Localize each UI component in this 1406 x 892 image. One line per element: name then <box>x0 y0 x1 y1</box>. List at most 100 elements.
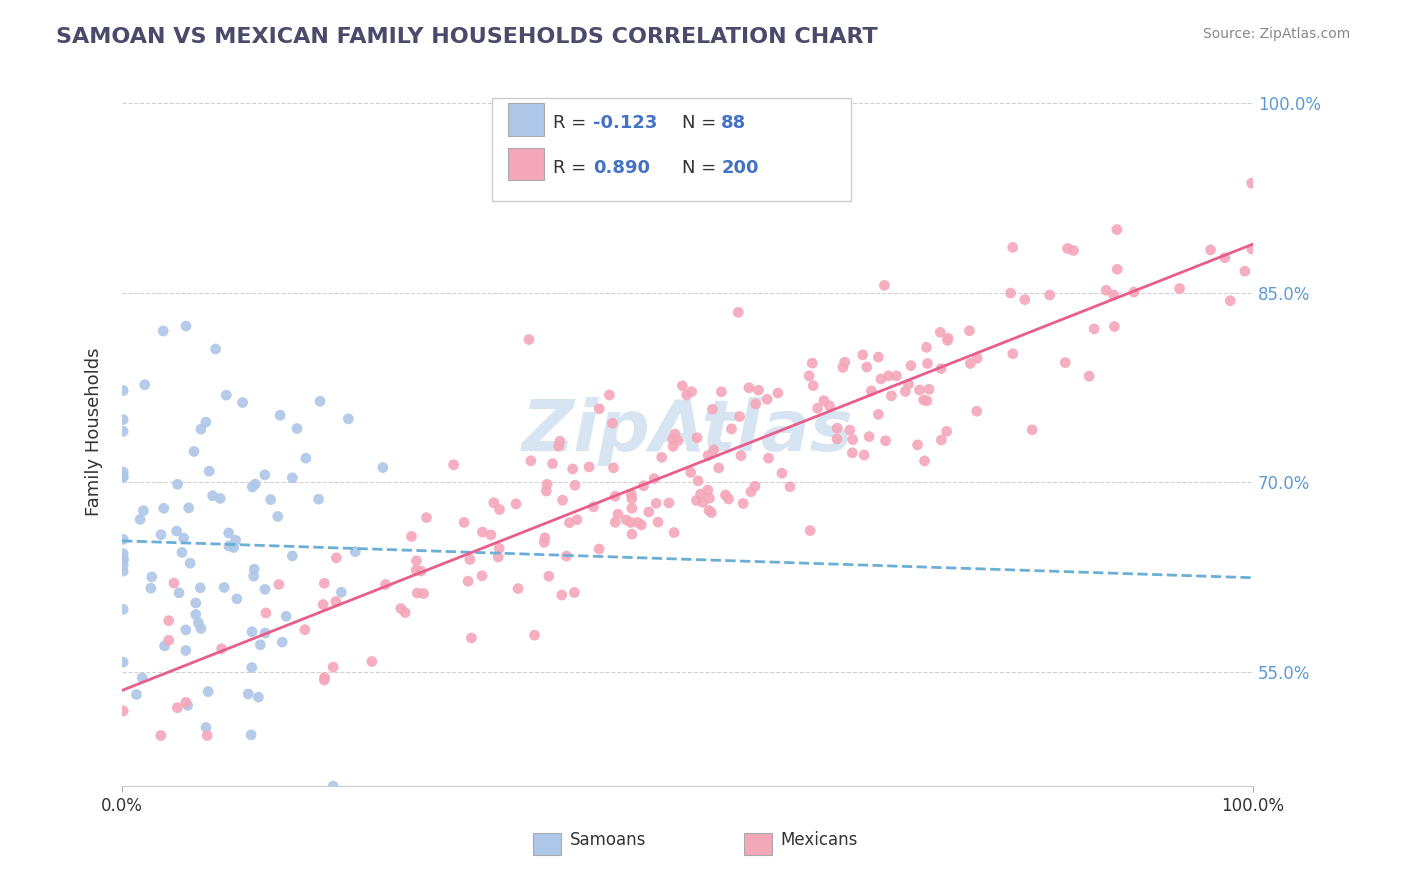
Point <box>360 655 382 669</box>
Point <box>112 547 135 561</box>
Point <box>880 389 903 403</box>
Point <box>692 495 714 509</box>
Point <box>853 448 876 462</box>
Point <box>565 513 588 527</box>
Point <box>686 474 709 488</box>
Point <box>179 556 201 570</box>
Point <box>561 462 583 476</box>
Point <box>269 409 291 423</box>
Point <box>651 450 673 465</box>
Point <box>174 318 197 333</box>
Point <box>908 383 931 397</box>
Point <box>184 596 207 610</box>
Point <box>197 684 219 698</box>
Point <box>825 432 848 446</box>
Point <box>394 606 416 620</box>
Point <box>832 360 855 375</box>
Point <box>702 402 724 417</box>
Point <box>460 631 482 645</box>
Point <box>620 527 643 541</box>
Text: Mexicans: Mexicans <box>780 831 858 849</box>
Point <box>506 582 529 596</box>
Text: Samoans: Samoans <box>569 831 645 849</box>
Point <box>157 633 180 648</box>
Point <box>112 533 135 547</box>
Point <box>966 404 988 418</box>
Point <box>174 643 197 657</box>
Point <box>551 493 574 508</box>
Point <box>818 399 841 413</box>
Point <box>1213 251 1236 265</box>
Point <box>699 491 721 505</box>
Point <box>112 424 135 438</box>
Point <box>758 451 780 466</box>
Point <box>412 586 434 600</box>
Point <box>620 516 643 530</box>
Point <box>547 439 569 453</box>
Point <box>806 401 828 416</box>
Point <box>409 564 432 578</box>
Point <box>717 491 740 506</box>
Point <box>112 465 135 479</box>
Point <box>112 412 135 426</box>
Point <box>322 779 344 793</box>
Point <box>733 496 755 510</box>
Point <box>534 531 557 545</box>
Point <box>886 368 908 383</box>
Point <box>238 687 260 701</box>
Point <box>598 388 620 402</box>
Point <box>747 383 769 397</box>
Point <box>744 479 766 493</box>
Point <box>406 586 429 600</box>
Point <box>620 501 643 516</box>
Point <box>112 384 135 398</box>
Point <box>112 553 135 567</box>
Point <box>308 492 330 507</box>
Point <box>112 551 135 566</box>
Point <box>1001 347 1024 361</box>
Point <box>689 487 711 501</box>
Point <box>209 491 232 506</box>
Point <box>243 562 266 576</box>
Point <box>1083 322 1105 336</box>
Point <box>520 454 543 468</box>
Point <box>195 729 218 743</box>
Point <box>664 427 686 442</box>
Point <box>1233 264 1256 278</box>
Point <box>929 361 952 376</box>
Point <box>537 569 560 583</box>
Point <box>533 535 555 549</box>
Point <box>834 355 856 369</box>
Point <box>799 524 821 538</box>
Point <box>841 433 863 447</box>
Text: SAMOAN VS MEXICAN FAMILY HOUSEHOLDS CORRELATION CHART: SAMOAN VS MEXICAN FAMILY HOUSEHOLDS CORR… <box>56 27 877 46</box>
Point <box>681 384 703 399</box>
Point <box>620 488 643 502</box>
Point <box>240 480 263 494</box>
Point <box>259 492 281 507</box>
Text: ZipAtlas: ZipAtlas <box>522 397 853 467</box>
Text: -0.123: -0.123 <box>593 114 658 132</box>
Point <box>841 446 863 460</box>
Point <box>453 516 475 530</box>
Point <box>129 512 152 526</box>
Point <box>671 378 693 392</box>
Point <box>188 581 211 595</box>
Point <box>174 695 197 709</box>
Text: 200: 200 <box>721 159 759 177</box>
Point <box>150 527 173 541</box>
Point <box>860 384 883 398</box>
Point <box>125 688 148 702</box>
Point <box>727 305 749 319</box>
Point <box>325 550 347 565</box>
Point <box>314 673 336 687</box>
Point <box>134 377 156 392</box>
Point <box>281 549 304 563</box>
Point <box>627 516 650 530</box>
Point <box>201 489 224 503</box>
Point <box>218 525 240 540</box>
Point <box>868 408 890 422</box>
Point <box>873 278 896 293</box>
Point <box>703 442 725 457</box>
Point <box>253 467 276 482</box>
